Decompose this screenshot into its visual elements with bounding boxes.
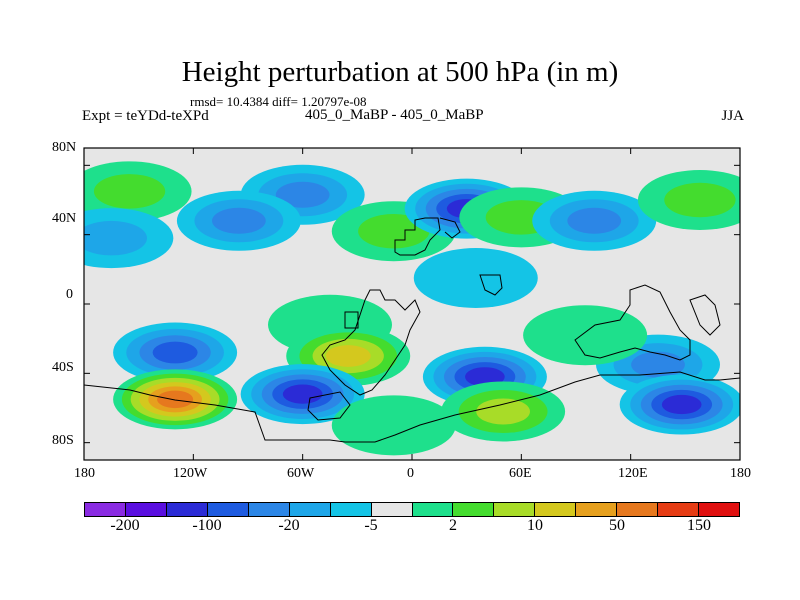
colorbar-swatch: [657, 502, 699, 517]
x-tick-label: 60E: [509, 466, 532, 481]
colorbar-label: 2: [449, 517, 457, 534]
colorbar-label: 50: [609, 517, 625, 534]
colorbar-swatch: [575, 502, 617, 517]
y-tick-label: 40S: [52, 360, 74, 375]
colorbar-swatch: [452, 502, 494, 517]
colorbar-swatch: [329, 502, 371, 517]
contour-band: [93, 174, 166, 209]
stats-line: rmsd= 10.4384 diff= 1.20797e-08: [190, 94, 367, 109]
contour-band: [152, 341, 198, 364]
colorbar-swatch: [206, 502, 248, 517]
colorbar-label: 10: [527, 517, 543, 534]
colorbar-swatch: [84, 502, 125, 517]
contour-band: [523, 305, 648, 366]
season-label: JJA: [721, 108, 744, 124]
x-tick-label: 120E: [618, 466, 648, 481]
axis-ticks: [83, 148, 741, 460]
contour-band: [413, 248, 538, 308]
contour-band: [157, 390, 194, 409]
colorbar-swatch: [370, 502, 412, 517]
case-label: 405_0_MaBP - 405_0_MaBP: [305, 107, 484, 123]
contour-band: [664, 182, 736, 218]
colorbar: [84, 502, 740, 517]
colorbar-swatch: [534, 502, 576, 517]
colorbar-swatch: [165, 502, 207, 517]
y-tick-label: 40N: [52, 211, 77, 226]
coastline-south-america: [321, 289, 421, 396]
contour-band: [275, 181, 330, 208]
x-tick-label: 60W: [287, 466, 315, 481]
contour-band: [331, 395, 456, 456]
colorbar-label: -20: [278, 517, 300, 534]
colorbar-label: -200: [110, 517, 140, 534]
coastline-north-america-detail: [439, 217, 461, 239]
x-tick-label: 180: [730, 466, 751, 481]
colorbar-swatch: [698, 502, 740, 517]
coastline-south-detail: [307, 391, 351, 421]
coastline-islands: [689, 294, 721, 336]
colorbar-swatch: [493, 502, 535, 517]
contour-band: [465, 367, 505, 387]
coastline-east-pacific: [344, 311, 359, 329]
colorbar-label: 150: [687, 517, 711, 534]
x-tick-label: 120W: [173, 466, 208, 481]
contour-band: [476, 398, 530, 425]
y-tick-label: 80S: [52, 433, 74, 448]
contour-band: [661, 394, 702, 415]
contour-band: [212, 207, 266, 234]
coastlines: [84, 217, 740, 443]
coastline-australia: [574, 284, 691, 361]
contour-band: [567, 207, 622, 234]
contour-field: [84, 161, 740, 456]
colorbar-label: -100: [192, 517, 222, 534]
colorbar-swatch: [616, 502, 658, 517]
x-tick-label: 180: [74, 466, 95, 481]
experiment-label: Expt = teYDd-teXPd: [82, 108, 209, 124]
x-tick-label: 0: [407, 466, 414, 481]
contour-band: [358, 213, 430, 249]
coastline-africa: [479, 274, 503, 296]
contour-band: [325, 345, 371, 367]
coastline-antarctica: [84, 371, 740, 443]
y-tick-label: 80N: [52, 140, 77, 155]
contour-band: [84, 220, 147, 256]
chart-title: Height perturbation at 500 hPa (in m): [181, 56, 619, 88]
y-tick-label: 0: [66, 287, 73, 302]
colorbar-label: -5: [364, 517, 378, 534]
colorbar-swatch: [288, 502, 330, 517]
colorbar-swatch: [247, 502, 289, 517]
colorbar-swatch: [124, 502, 166, 517]
contour-band: [631, 351, 685, 378]
colorbar-swatch: [411, 502, 453, 517]
contour-band: [282, 384, 323, 404]
coastline-north-america: [394, 217, 441, 256]
